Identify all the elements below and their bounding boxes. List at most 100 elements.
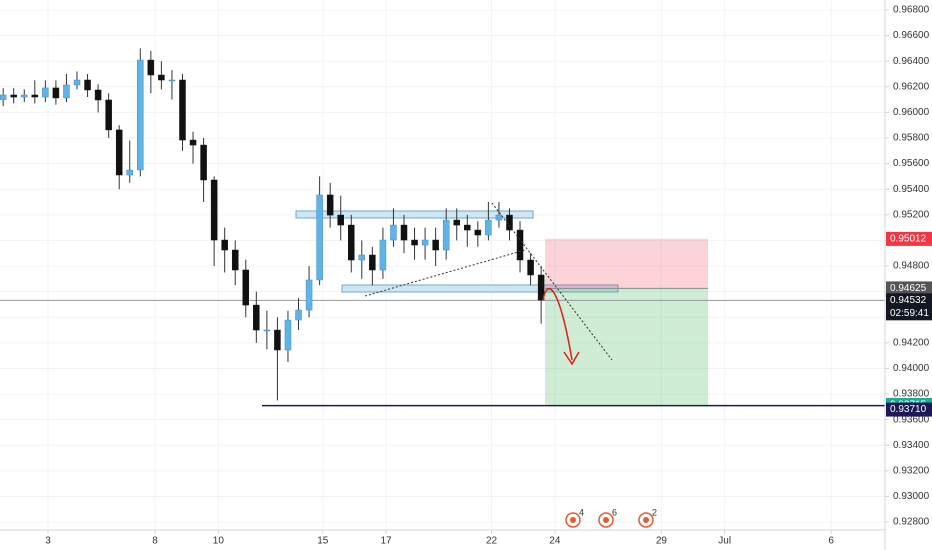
price-tag: [886, 293, 932, 308]
candle-body: [73, 79, 81, 86]
candle-body: [126, 169, 133, 176]
candle-body: [10, 94, 17, 98]
candle-body: [295, 309, 302, 321]
trendlines: [364, 202, 613, 366]
y-tick-label: 0.93800: [893, 389, 930, 400]
x-tick-label: 29: [656, 536, 668, 547]
candle-body: [316, 194, 323, 281]
y-tick-label: 0.92800: [893, 517, 930, 528]
y-tick-label: 0.93000: [893, 491, 930, 502]
candle-body: [379, 239, 387, 271]
price-tag-label: 0.95012: [890, 234, 927, 245]
candle-body: [189, 139, 197, 146]
event-icon-dot: [643, 517, 649, 523]
target-zone: [545, 288, 708, 405]
candle-body: [21, 94, 28, 98]
y-tick-label: 0.94800: [893, 261, 930, 272]
candle-body: [474, 229, 482, 236]
events: 4 6 2: [565, 507, 657, 528]
price-tag: [886, 306, 932, 321]
candle-body: [147, 59, 155, 76]
candle-body: [337, 214, 344, 226]
candle-body: [168, 79, 176, 82]
candle-body: [105, 99, 112, 131]
stop-zone: [545, 238, 708, 289]
candle-body: [242, 269, 250, 306]
candle-body: [274, 329, 281, 351]
event-count: 4: [579, 507, 584, 517]
candle-body: [358, 254, 366, 261]
trendline: [491, 202, 613, 361]
y-tick-label: 0.93400: [893, 440, 930, 451]
event-icon-dot: [603, 517, 609, 523]
price-tag-label: 0.94625: [890, 283, 927, 294]
candle-body: [537, 274, 545, 301]
x-tick-label: 10: [213, 536, 225, 547]
candle-body: [94, 89, 102, 101]
price-tag: [886, 402, 932, 417]
candle-body: [527, 259, 534, 276]
forecast-arrow: [542, 288, 573, 361]
candle-body: [485, 219, 492, 236]
y-tick-label: 0.96800: [893, 5, 930, 16]
price-tag: [886, 281, 932, 296]
candle-body: [400, 224, 408, 241]
position-box: [0, 238, 885, 407]
candle-body: [253, 304, 260, 331]
price-tags: 0.950120.946250.9453202:59:410.937150.93…: [886, 231, 932, 417]
candle-body: [42, 87, 49, 98]
candle-body: [84, 79, 91, 91]
x-tick-label: 3: [45, 536, 51, 547]
candle-body: [63, 84, 70, 99]
x-tick-label: Jul: [718, 536, 731, 547]
candle-body: [453, 219, 460, 226]
candles: [0, 48, 545, 401]
candle-body: [158, 74, 165, 81]
candle-body: [348, 224, 355, 261]
candle-body: [179, 79, 186, 141]
y-tick-label: 0.96600: [893, 30, 930, 41]
candle-body: [421, 239, 429, 246]
candle-body: [495, 214, 503, 221]
candle-body: [326, 194, 334, 216]
candle-body: [52, 87, 60, 99]
candle-body: [442, 219, 450, 251]
y-tick-label: 0.96000: [893, 107, 930, 118]
y-tick-label: 0.95600: [893, 158, 930, 169]
y-tick-label: 0.93600: [893, 414, 930, 425]
candle-body: [115, 129, 123, 176]
candle-body: [137, 59, 144, 171]
x-tick-label: 17: [381, 536, 393, 547]
grid: [0, 0, 885, 530]
event-count: 2: [652, 507, 657, 517]
x-tick-label: 15: [317, 536, 329, 547]
y-tick-label: 0.95200: [893, 209, 930, 220]
candle-body: [0, 94, 7, 100]
candle-body: [516, 229, 524, 261]
candle-body: [263, 329, 271, 332]
candle-body: [390, 224, 397, 241]
candle-body: [464, 224, 471, 231]
x-tick-label: 22: [486, 536, 498, 547]
x-tick-label: 8: [152, 536, 158, 547]
candle-body: [210, 179, 218, 241]
candle-body: [369, 254, 376, 271]
candle-body: [221, 239, 228, 251]
y-tick-label: 0.94000: [893, 363, 930, 374]
price-tag-label: 0.93710: [890, 404, 927, 415]
y-tick-label: 0.96200: [893, 81, 930, 92]
event-count: 6: [612, 507, 617, 517]
candle-body: [284, 319, 292, 351]
resistance-zone: [295, 210, 534, 219]
candle-body: [200, 144, 207, 181]
candle-body: [305, 279, 313, 311]
y-tick-label: 0.94200: [893, 337, 930, 348]
x-tick-label: 6: [828, 536, 834, 547]
forecast-arrowhead: [563, 351, 580, 366]
y-tick-label: 0.93200: [893, 465, 930, 476]
event-icon-dot: [570, 517, 576, 523]
y-tick-label: 0.95400: [893, 184, 930, 195]
y-tick-label: 0.95800: [893, 133, 930, 144]
x-tick-label: 24: [549, 536, 561, 547]
